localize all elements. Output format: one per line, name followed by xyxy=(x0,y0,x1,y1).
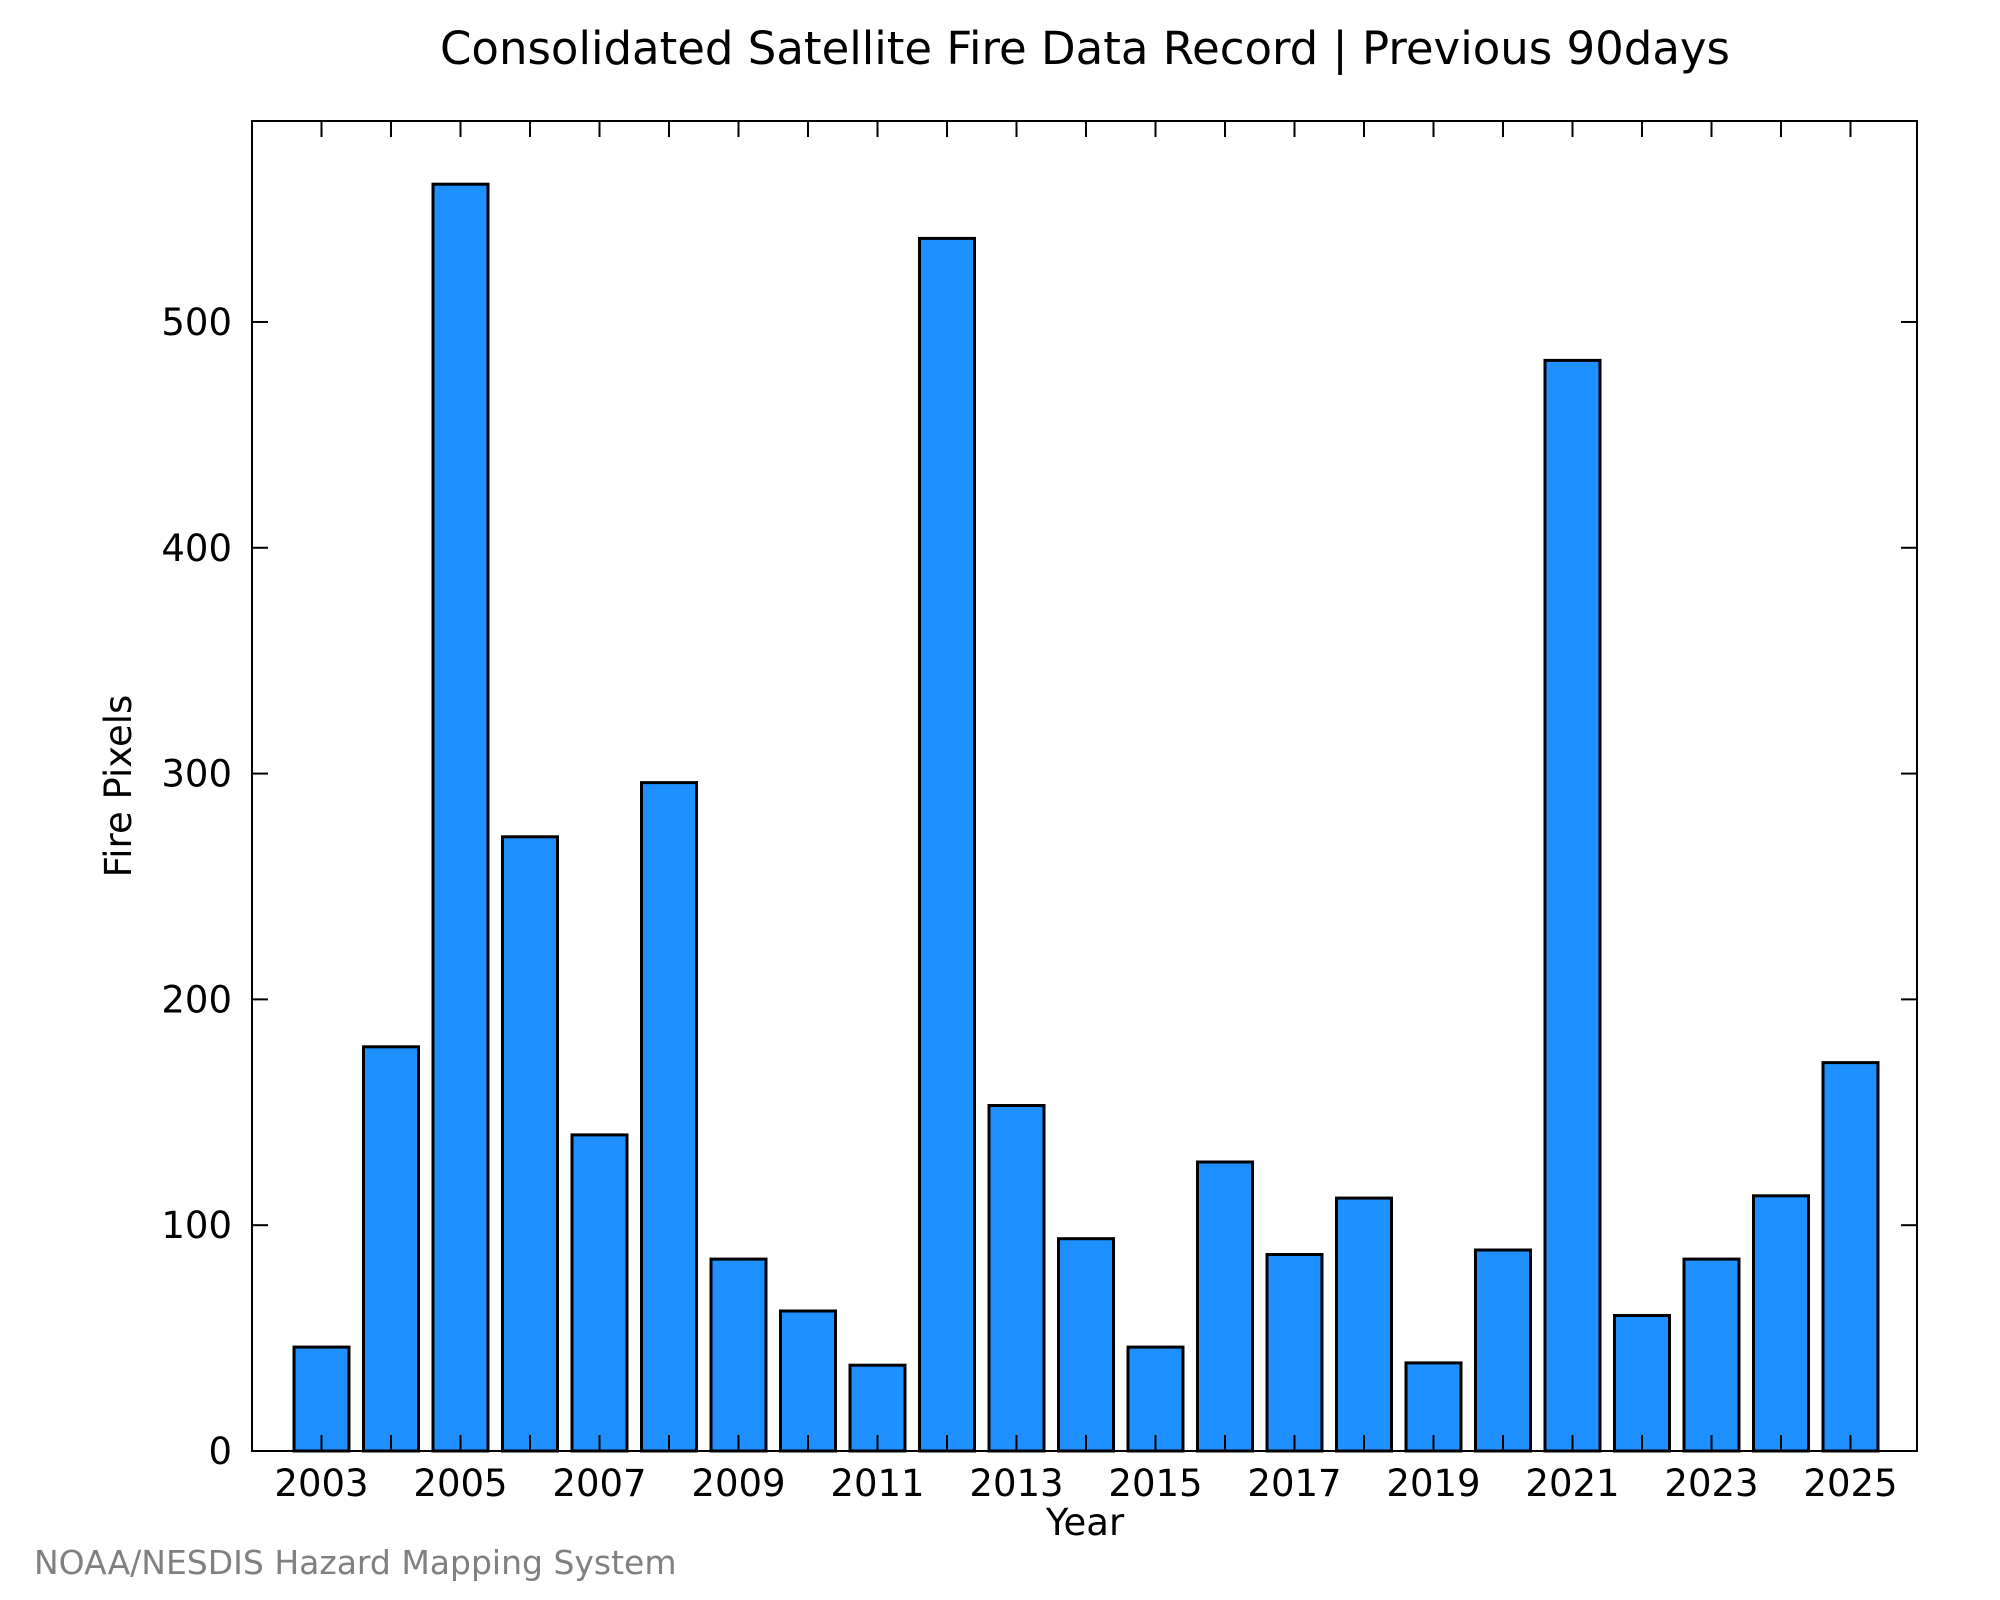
bar-2022 xyxy=(1613,1314,1671,1453)
y-tick-labels: 0 100 200 300 400 500 xyxy=(161,301,232,1473)
x-axis-label: Year xyxy=(1045,1501,1125,1544)
bar-2010 xyxy=(779,1309,837,1453)
bar-2004 xyxy=(362,1045,420,1453)
y-axis-label: Fire Pixels xyxy=(97,695,140,878)
y-tick-label-500: 500 xyxy=(161,301,232,344)
bar-2005 xyxy=(431,182,490,1453)
bar-2017 xyxy=(1265,1253,1324,1453)
x-tick-label-2019: 2019 xyxy=(1386,1462,1480,1505)
bar-2008 xyxy=(640,781,698,1453)
bar-2012 xyxy=(918,236,976,1453)
x-tick-label-2017: 2017 xyxy=(1247,1462,1341,1505)
bar-2023 xyxy=(1682,1257,1741,1453)
plot-frame xyxy=(251,120,1918,1452)
x-tick-label-2005: 2005 xyxy=(413,1462,507,1505)
bar-2007 xyxy=(570,1133,629,1453)
x-tick-label-2021: 2021 xyxy=(1525,1462,1619,1505)
y-tick-label-100: 100 xyxy=(161,1204,232,1247)
bar-2018 xyxy=(1335,1196,1393,1453)
bar-2020 xyxy=(1474,1248,1532,1453)
bar-2006 xyxy=(501,835,559,1453)
bars-layer xyxy=(292,182,1880,1453)
bar-2024 xyxy=(1752,1194,1810,1453)
bar-2025 xyxy=(1821,1061,1880,1453)
x-tick-label-2003: 2003 xyxy=(274,1462,368,1505)
y-tick-label-0: 0 xyxy=(208,1430,232,1473)
bar-2013 xyxy=(987,1104,1046,1453)
bar-2021 xyxy=(1543,358,1602,1453)
x-tick-label-2023: 2023 xyxy=(1664,1462,1758,1505)
bar-2014 xyxy=(1057,1237,1115,1453)
bar-2009 xyxy=(709,1257,768,1453)
x-tick-label-2025: 2025 xyxy=(1803,1462,1897,1505)
x-tick-label-2015: 2015 xyxy=(1108,1462,1202,1505)
bar-2016 xyxy=(1196,1160,1254,1453)
y-tick-label-200: 200 xyxy=(161,978,232,1021)
x-tick-label-2011: 2011 xyxy=(830,1462,924,1505)
y-tick-label-300: 300 xyxy=(161,753,232,796)
y-tick-label-400: 400 xyxy=(161,527,232,570)
x-tick-label-2009: 2009 xyxy=(691,1462,785,1505)
credit-text: NOAA/NESDIS Hazard Mapping System xyxy=(34,1543,677,1582)
x-tick-label-2013: 2013 xyxy=(969,1462,1063,1505)
x-tick-labels: 2003 2005 2007 2009 2011 2013 2015 2017 2019 2021… xyxy=(274,1462,1897,1505)
chart-title: Consolidated Satellite Fire Data Record … xyxy=(440,22,1730,75)
x-tick-label-2007: 2007 xyxy=(552,1462,646,1505)
ticks-layer xyxy=(252,121,1917,1452)
